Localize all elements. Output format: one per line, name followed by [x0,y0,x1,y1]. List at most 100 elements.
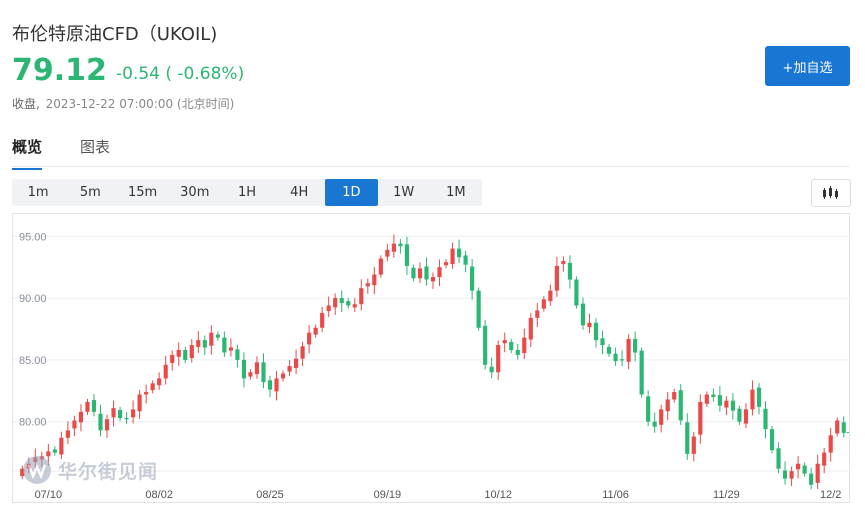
candle-body [489,366,494,373]
candle-body [157,378,162,386]
candle-body [274,378,279,392]
candle-body [483,325,488,365]
candle-body [841,422,846,433]
watermark: 华尔街见闻 [22,455,158,485]
candle-body [241,359,247,379]
candle-body [730,400,735,411]
candle-body [91,400,97,412]
candle-body [248,372,253,377]
candle-body [307,332,312,345]
candle-body [535,310,540,318]
candle-body [365,283,370,287]
candle-body [541,299,546,309]
candle-body [280,373,286,379]
candle-body [561,260,566,265]
close-label: 收盘, [12,97,40,111]
tab-overview[interactable]: 概览 [12,138,43,170]
candle-body [183,350,188,360]
candle-body [352,304,357,308]
add-to-watchlist-button[interactable]: +加自选 [765,46,850,86]
candle-body [463,255,468,265]
candlestick-chart: 95.00 90.00 85.00 80.00 07/10 08/02 08/25 09/19… [13,231,849,501]
price-chart[interactable]: 95.00 90.00 85.00 80.00 07/10 08/02 08/25 09/19… [12,213,850,503]
candle-body [443,262,449,266]
candle-body [196,340,201,347]
candle-body [117,409,123,418]
x-tick-label: 08/25 [256,489,284,501]
candle-body [326,305,331,312]
candle-body [378,258,383,275]
period-30m[interactable]: 30m [180,185,210,200]
period-15m[interactable]: 15m [127,185,158,200]
candle-body [828,435,833,453]
candle-body [235,349,240,360]
candle-body [502,340,507,344]
candle-body [65,430,70,438]
candle-body [619,359,625,361]
candle-body [222,337,227,353]
candle-body [743,409,749,424]
candle-body [85,401,90,412]
tab-chart[interactable]: 图表 [80,138,111,156]
period-1d[interactable]: 1D [325,179,378,206]
candle-body [717,395,722,406]
candle-body [756,387,762,407]
candle-body [509,341,514,350]
y-tick-label: 95.00 [19,231,47,243]
page-title: 布伦特原油CFD（UKOIL) [12,24,218,45]
candle-body [580,303,586,326]
candle-body [763,408,768,430]
candle-body [639,350,644,395]
candle-body [796,463,801,470]
candle-body [528,317,533,340]
period-1h[interactable]: 1H [237,185,256,200]
candle-body [704,394,709,404]
candle-body [202,340,207,348]
period-4h[interactable]: 4H [290,185,309,200]
watermark-text: 华尔街见闻 [58,460,159,483]
period-selector: 1m 5m 15m 30m 1H 4H 1D 1W 1M [12,179,482,206]
candle-body [78,411,84,423]
candle-body [652,421,657,427]
period-1w[interactable]: 1W [393,185,415,200]
candle-body [404,244,410,266]
candle-body [567,262,572,280]
period-5m[interactable]: 5m [79,185,101,200]
period-1m[interactable]: 1m [27,185,49,200]
x-tick-label: 10/12 [484,489,512,501]
candle-body [782,470,788,479]
candle-body [691,436,696,454]
candle-body [254,362,260,375]
candle-body [287,366,292,372]
candle-body [711,394,716,397]
x-tick-label: 11/06 [602,489,629,501]
candle-body [163,364,168,379]
x-tick-label: 09/19 [374,489,402,501]
candle-body [98,413,103,431]
candle-body [515,350,520,355]
candle-body [46,451,51,457]
candle-body [678,390,683,421]
candle-body [228,347,233,351]
candle-body [802,465,807,474]
candle-body [372,274,377,286]
candle-body [398,243,403,247]
candle-body [659,409,664,425]
x-tick-label: 08/02 [145,489,173,501]
candle-body [52,449,57,453]
candle-body [606,346,612,354]
period-1mo[interactable]: 1M [446,185,466,200]
candle-body [815,463,820,483]
candle-body [359,288,364,305]
last-price: 79.12 [12,53,107,88]
candle-body [346,301,351,306]
candle-body [456,248,462,258]
candle-body [548,290,553,302]
candle-body [313,327,318,335]
chart-type-button[interactable] [811,179,851,207]
candle-body [137,394,142,412]
candle-body [111,408,116,418]
candle-body [574,279,579,306]
candle-body [104,419,110,431]
candle-body [822,452,827,466]
